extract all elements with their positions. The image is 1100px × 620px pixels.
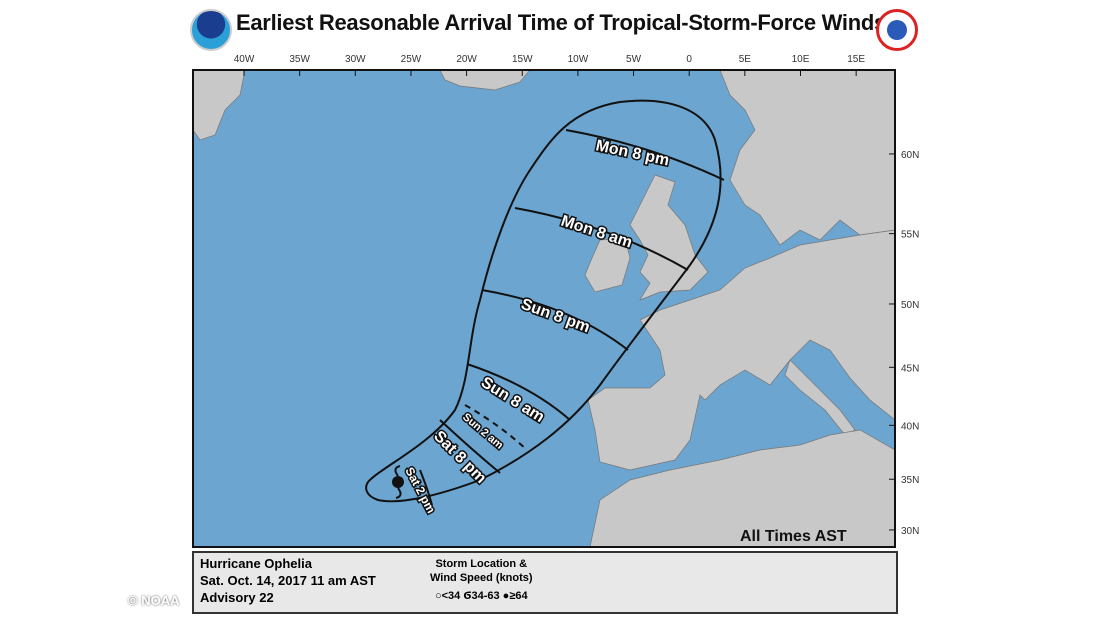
lon-tick-label: 30W [345, 54, 366, 65]
lon-tick-label: 15E [847, 54, 865, 65]
line-mon-8am [514, 207, 689, 271]
arrival-time-contours [365, 99, 725, 506]
line-sat-2pm [419, 469, 433, 506]
tropical-storm-icon: ϭ [463, 586, 472, 602]
lat-tick-label: 35N [901, 475, 919, 486]
issued-time: Sat. Oct. 14, 2017 11 am AST [200, 573, 376, 588]
line-sat-8pm [439, 419, 501, 474]
lat-tick-label: 55N [901, 230, 919, 241]
lat-tick-label: 45N [901, 363, 919, 374]
lat-tick-label: 40N [901, 421, 919, 432]
noaa-logo [190, 9, 232, 51]
land [192, 69, 896, 548]
outer-swath [365, 99, 722, 503]
lon-tick-label: 10E [792, 54, 810, 65]
lat-tick-label: 30N [901, 526, 919, 537]
key-below-34: <34 [441, 590, 461, 602]
lon-tick-label: 0 [686, 54, 692, 65]
lon-tick-label: 35W [289, 54, 310, 65]
lon-tick-label: 10W [568, 54, 589, 65]
lon-tick-label: 25W [401, 54, 422, 65]
key-title-1: Storm Location & [435, 558, 528, 570]
map-title: Earliest Reasonable Arrival Time of Trop… [236, 10, 886, 35]
lat-tick-label: 50N [901, 300, 919, 311]
time-zone-note: All Times AST [740, 528, 847, 545]
line-sun-8am [466, 363, 571, 421]
line-mon-8pm [565, 129, 725, 181]
watermark: © NOAA [128, 593, 180, 608]
ireland [584, 237, 631, 293]
nws-logo [876, 9, 918, 51]
open-circle-icon: ○ [434, 590, 442, 602]
great-britain [629, 174, 709, 301]
map-frame [192, 69, 896, 548]
lon-tick-label: 5E [739, 54, 752, 65]
storm-name: Hurricane Ophelia [200, 556, 312, 571]
lon-tick-label: 20W [456, 54, 477, 65]
hurricane-icon: ● [502, 590, 510, 602]
lon-tick-label: 5W [626, 54, 642, 65]
advisory-number: Advisory 22 [200, 590, 274, 605]
key-34-63: 34-63 [471, 590, 500, 602]
key-title-2: Wind Speed (knots) [430, 572, 533, 584]
lon-tick-label: 40W [234, 54, 255, 65]
hurricane-symbol [392, 465, 404, 499]
key-64-plus: ≥64 [509, 590, 528, 602]
europe [587, 229, 896, 471]
lon-tick-label: 15W [512, 54, 533, 65]
legend-box: Hurricane Ophelia Sat. Oct. 14, 2017 11 … [192, 551, 898, 614]
lat-tick-label: 60N [901, 150, 919, 161]
line-sun-8pm [481, 289, 629, 351]
line-sun-2am [464, 404, 528, 451]
